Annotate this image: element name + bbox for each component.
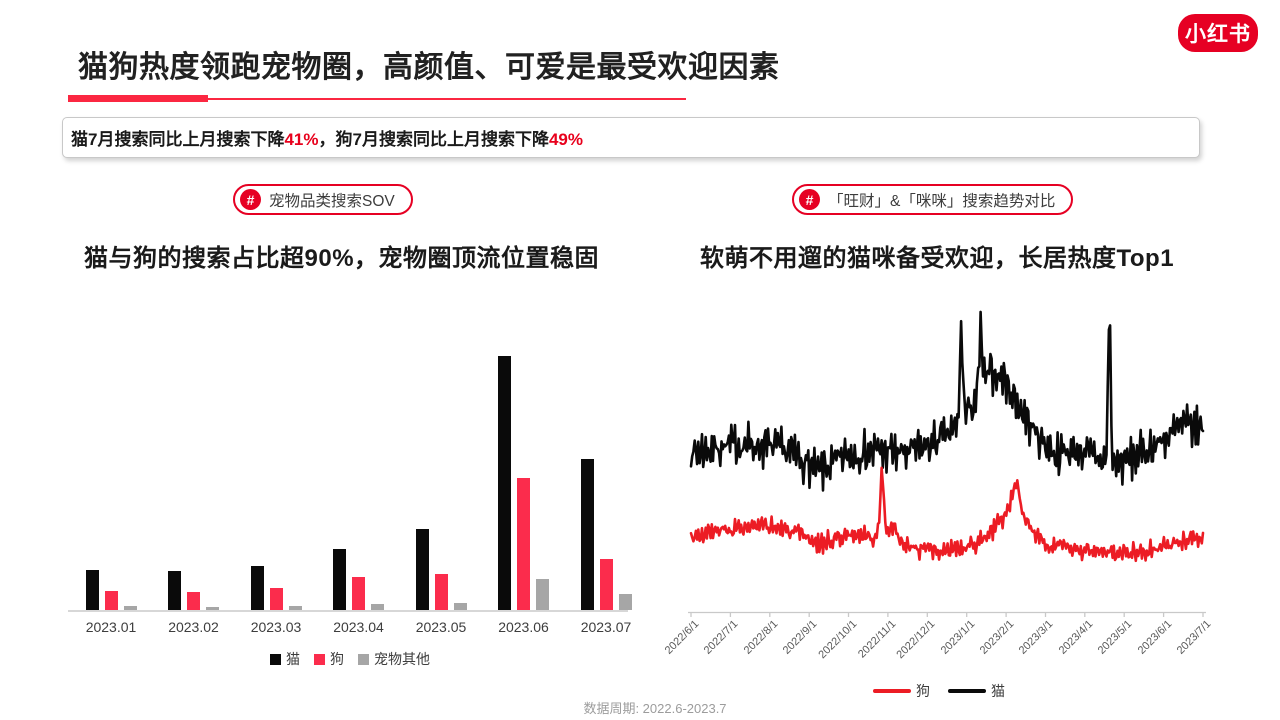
bar-group (168, 570, 219, 610)
legend-item-狗: 狗 (873, 681, 930, 701)
legend-label: 狗 (916, 683, 930, 699)
legend-item-狗: 狗 (314, 649, 344, 669)
bar-group (85, 569, 137, 610)
badge-label: 「旺财」&「咪咪」搜索趋势对比 (828, 192, 1056, 210)
bar-x-tick-label: 2023.06 (498, 619, 549, 635)
bar-x-tick-label: 2023.01 (85, 619, 137, 635)
sov-bar-chart: 2023.01 2023.02 2023.03 2023.04 2023.05 2023.… (60, 350, 640, 680)
badge-trend-compare: # 「旺财」&「咪咪」搜索趋势对比 (792, 184, 1074, 215)
highlight-text: 猫7月搜索同比上月搜索下降41%，狗7月搜索同比上月搜索下降49% (71, 125, 583, 150)
highlight-segment: 猫7月搜索同比上月搜索下降 (71, 130, 285, 149)
legend-item-猫: 猫 (270, 649, 300, 669)
bar-x-tick-label: 2023.04 (333, 619, 384, 635)
title-underline-thick (68, 95, 208, 102)
bar-狗 (269, 587, 283, 610)
bar-宠物其他 (123, 605, 137, 610)
legend-label: 猫 (286, 651, 300, 667)
title-underline-thin (68, 98, 686, 100)
bar-猫 (250, 566, 264, 610)
hash-icon: # (799, 189, 820, 210)
legend-label: 狗 (330, 651, 344, 667)
bar-x-tick-label: 2023.02 (168, 619, 219, 635)
left-chart-subtitle: 猫与狗的搜索占比超90%，宠物圈顶流位置稳固 (84, 245, 600, 272)
legend-label: 宠物其他 (374, 651, 430, 667)
bar-group (415, 528, 467, 610)
legend-item-猫: 猫 (948, 681, 1005, 701)
highlight-segment: ，狗7月搜索同比上月搜索下降 (318, 130, 549, 149)
bar-group (498, 356, 549, 610)
bar-猫 (168, 570, 181, 610)
right-chart-subtitle: 软萌不用遛的猫咪备受欢迎，长居热度Top1 (700, 245, 1175, 272)
legend-line-icon (873, 689, 911, 693)
bar-宠物其他 (536, 579, 549, 610)
hash-icon: # (240, 189, 261, 210)
legend-swatch-icon (358, 653, 369, 665)
sov-bar-chart-axis (68, 610, 628, 612)
bar-猫 (498, 356, 511, 610)
bar-猫 (333, 549, 346, 610)
legend-swatch-icon (270, 653, 281, 665)
bar-宠物其他 (371, 603, 384, 610)
highlight-box: 猫7月搜索同比上月搜索下降41%，狗7月搜索同比上月搜索下降49% (62, 117, 1200, 158)
legend-item-宠物其他: 宠物其他 (358, 649, 430, 669)
bar-x-tick-label: 2023.03 (250, 619, 302, 635)
bar-狗 (517, 477, 530, 610)
bar-狗 (352, 576, 365, 610)
data-period-caption: 数据周期: 2022.6-2023.7 (583, 701, 727, 716)
bar-group (333, 549, 384, 610)
sov-bar-chart-legend: 猫 狗 宠物其他 (60, 649, 640, 669)
highlight-stat: 49% (548, 130, 583, 149)
bar-group (580, 459, 632, 610)
bar-宠物其他 (453, 602, 467, 610)
legend-swatch-icon (314, 653, 325, 665)
bar-猫 (580, 459, 594, 610)
bar-狗 (187, 592, 200, 610)
badge-pet-category-sov: # 宠物品类搜索SOV (233, 184, 413, 215)
trend-line-chart-legend: 狗猫 (660, 681, 1218, 701)
page-title: 猫狗热度领跑宠物圈，高颜值、可爱是最受欢迎因素 (78, 51, 780, 84)
bar-宠物其他 (618, 594, 632, 610)
bar-狗 (434, 573, 448, 610)
xiaohongshu-logo-text: 小红书 (1185, 23, 1251, 46)
trend-x-axis (688, 611, 1206, 617)
trend-line-猫 (689, 310, 1205, 492)
bar-宠物其他 (288, 605, 302, 610)
trend-line-狗 (689, 466, 1205, 563)
badge-label: 宠物品类搜索SOV (269, 192, 395, 210)
bar-x-tick-label: 2023.05 (415, 619, 467, 635)
highlight-stat: 41% (284, 130, 319, 149)
bar-狗 (104, 590, 118, 610)
bar-猫 (85, 569, 99, 610)
trend-line-chart-svg (688, 310, 1206, 617)
bar-狗 (599, 558, 613, 610)
bar-group (250, 566, 302, 610)
sov-bar-chart-plot (60, 350, 640, 610)
bar-宠物其他 (206, 606, 219, 610)
xiaohongshu-logo: 小红书 (1178, 14, 1258, 52)
legend-line-icon (948, 689, 986, 693)
bar-x-tick-label: 2023.07 (580, 619, 632, 635)
bar-猫 (415, 528, 429, 610)
legend-label: 猫 (991, 683, 1005, 699)
